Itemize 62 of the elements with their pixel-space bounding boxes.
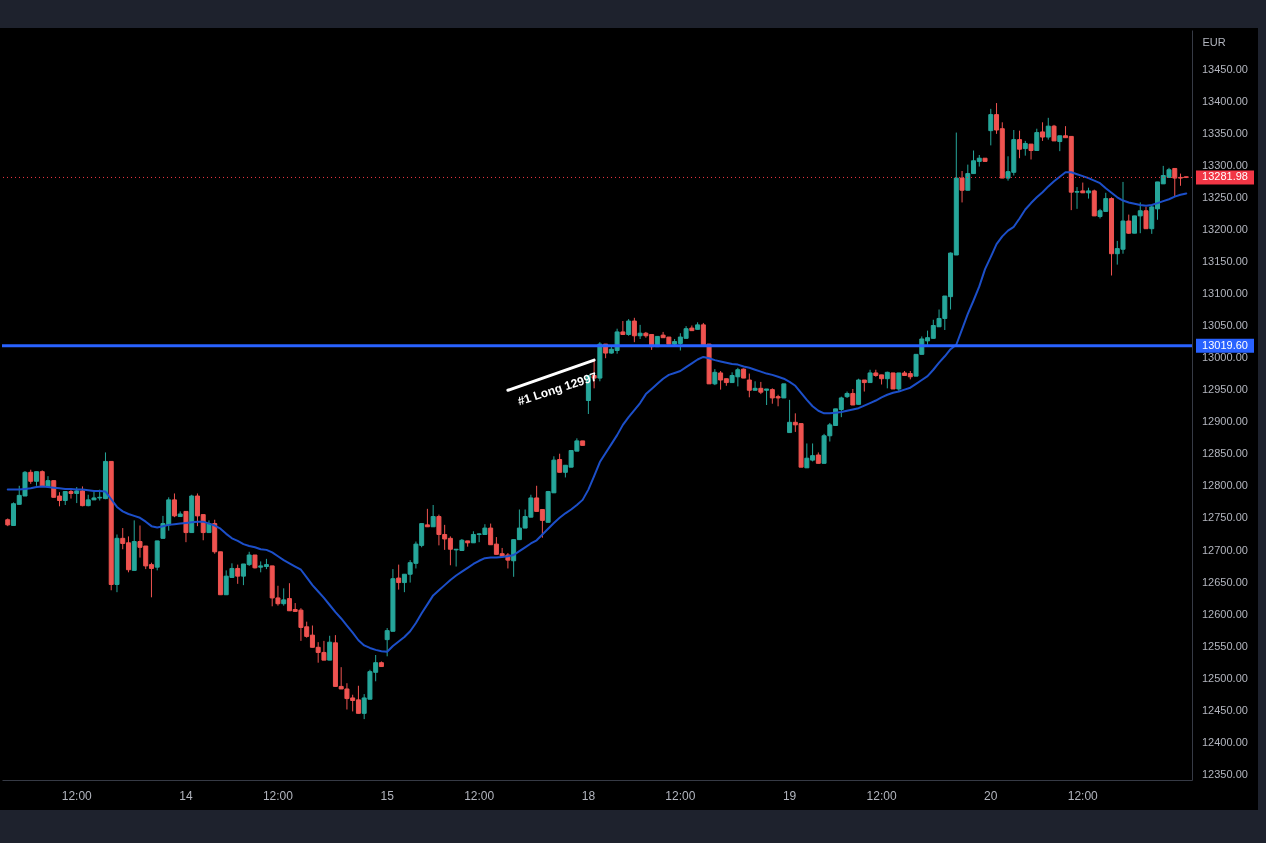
candlestick: [430, 504, 436, 528]
x-tick-label: 12:00: [1067, 788, 1099, 803]
y-tick-label: 12550.00: [1202, 639, 1248, 652]
candlestick: [68, 489, 74, 500]
y-tick-label: 13350.00: [1202, 126, 1248, 139]
y-tick-label: 13250.00: [1202, 190, 1248, 203]
y-tick-label: 12600.00: [1202, 607, 1248, 620]
candlestick: [396, 564, 402, 591]
candlestick: [631, 317, 637, 343]
x-tick-label: 18: [581, 788, 596, 803]
y-tick-label: 12700.00: [1202, 543, 1248, 556]
candlestick: [1143, 206, 1149, 230]
candlestick: [1017, 130, 1023, 159]
y-tick-label: 12650.00: [1202, 575, 1248, 588]
candlestick: [787, 399, 793, 434]
x-tick-label: 12:00: [262, 788, 294, 803]
annotation: #1 Long 12997: [515, 369, 600, 409]
x-tick-label: 20: [984, 788, 998, 803]
candlestick: [235, 564, 241, 585]
x-tick-label: 15: [380, 788, 395, 803]
y-tick-label: 12800.00: [1202, 479, 1248, 492]
candlestick: [557, 453, 563, 473]
y-axis-title: EUR: [1202, 35, 1226, 48]
y-tick-label: 12350.00: [1202, 767, 1248, 780]
y-tick-label: 13300.00: [1202, 158, 1248, 171]
y-tick-label: 13400.00: [1202, 94, 1248, 107]
candlestick: [752, 380, 758, 391]
y-tick-label: 12400.00: [1202, 735, 1248, 748]
y-tick-label: 13000.00: [1202, 351, 1248, 364]
candlestick: [988, 108, 994, 146]
y-tick-label: 13150.00: [1202, 255, 1248, 268]
candlestick: [1040, 121, 1046, 142]
candlestick: [1034, 128, 1040, 152]
y-tick-label: 13100.00: [1202, 287, 1248, 300]
y-tick-label: 12900.00: [1202, 415, 1248, 428]
candlestick: [637, 324, 643, 340]
y-tick-label: 13200.00: [1202, 223, 1248, 235]
ref-line-label: 13019.60: [1202, 338, 1248, 351]
y-tick-label: 13050.00: [1202, 319, 1248, 332]
candlestick: [959, 170, 965, 203]
candlestick: [620, 320, 626, 335]
x-tick-label: 12:00: [866, 788, 897, 803]
x-tick-label: 12:00: [665, 788, 696, 803]
x-tick-label: 14: [179, 788, 193, 803]
candlestick: [183, 510, 189, 543]
y-tick-label: 12500.00: [1202, 671, 1248, 684]
y-tick-label: 12750.00: [1202, 511, 1248, 524]
y-tick-label: 12950.00: [1202, 383, 1248, 396]
candlestick: [746, 373, 752, 398]
x-tick-label: 12:00: [61, 788, 93, 803]
ref-line-label: 13281.98: [1202, 170, 1248, 183]
y-tick-label: 12450.00: [1202, 703, 1248, 716]
x-tick-label: 19: [782, 788, 797, 803]
candlestick: [1074, 186, 1080, 210]
candlestick: [1028, 143, 1034, 160]
x-tick-label: 12:00: [464, 788, 495, 803]
line-series: [6, 171, 1188, 653]
y-tick-label: 13450.00: [1202, 62, 1248, 75]
candlestick: [1045, 117, 1051, 141]
candlestick: [327, 635, 333, 661]
y-tick-label: 12850.00: [1202, 447, 1248, 460]
candlestick: [1126, 214, 1132, 235]
